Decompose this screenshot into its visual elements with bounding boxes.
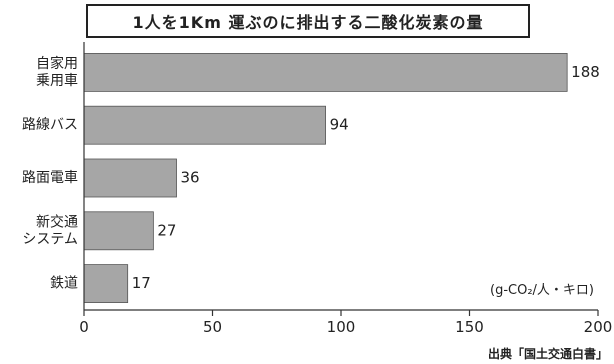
bar-0 — [83, 53, 568, 92]
x-tick-label-0: 0 — [79, 318, 89, 336]
unit-note: (g-CO₂/人・キロ) — [490, 283, 594, 298]
x-tick-label-3: 150 — [455, 318, 484, 336]
x-tick-label-4: 200 — [584, 318, 613, 336]
category-label-2: 路面電車 — [22, 169, 78, 186]
bar-3 — [83, 211, 154, 251]
bar-2 — [83, 158, 177, 198]
category-label-4: 鉄道 — [50, 276, 78, 292]
value-label-3: 27 — [157, 221, 176, 239]
source-note: 出典「国土交通白書」 — [487, 347, 608, 361]
category-label-1: 路線バス — [22, 117, 78, 133]
x-tick-label-2: 100 — [327, 318, 356, 336]
value-label-1: 94 — [330, 116, 349, 134]
category-label-3: 新交通システム — [22, 213, 78, 247]
chart-title: 1人を1Km 運ぶのに排出する二酸化炭素の量 — [86, 4, 530, 38]
bar-1 — [83, 105, 326, 145]
value-label-2: 36 — [181, 169, 200, 187]
x-tick-label-1: 50 — [203, 318, 222, 336]
category-label-0: 自家用乗用車 — [36, 55, 78, 89]
bar-4 — [83, 264, 129, 304]
value-label-4: 17 — [132, 274, 151, 292]
value-label-0: 188 — [571, 63, 600, 81]
